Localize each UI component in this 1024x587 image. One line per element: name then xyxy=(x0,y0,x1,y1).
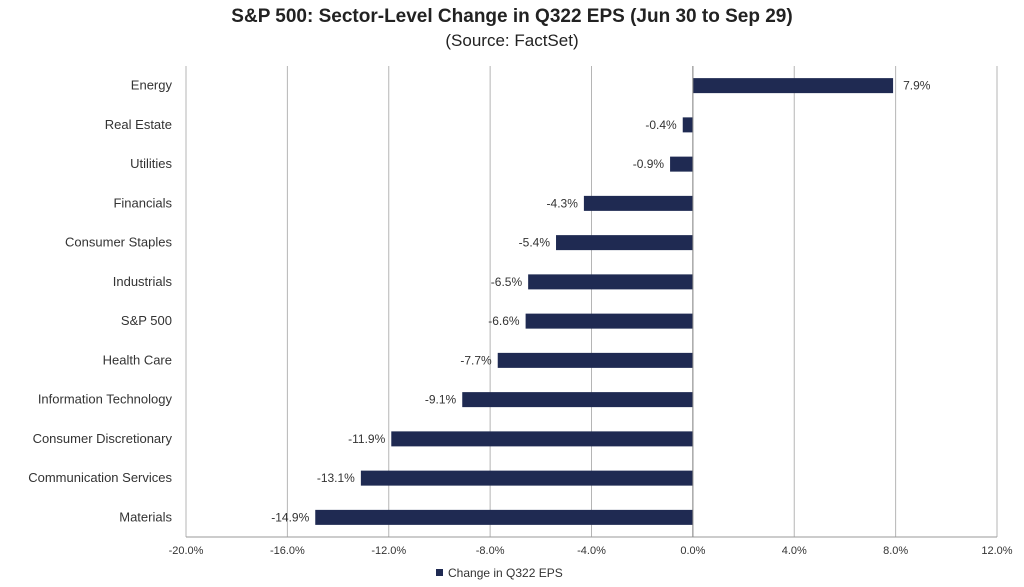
category-label: S&P 500 xyxy=(121,313,172,328)
category-label: Utilities xyxy=(130,156,172,171)
bar xyxy=(528,274,693,290)
data-label: -9.1% xyxy=(425,393,457,407)
bar xyxy=(556,235,693,251)
category-label: Industrials xyxy=(113,274,173,289)
category-label: Financials xyxy=(113,195,172,210)
bar xyxy=(391,431,693,447)
data-label: 7.9% xyxy=(903,79,931,93)
data-label: -13.1% xyxy=(317,471,355,485)
data-label: -14.9% xyxy=(271,510,309,524)
x-tick-label: 12.0% xyxy=(981,545,1012,557)
category-label: Energy xyxy=(131,78,173,93)
category-label: Consumer Discretionary xyxy=(33,431,173,446)
data-label: -11.9% xyxy=(348,432,385,446)
category-label: Information Technology xyxy=(38,392,173,407)
bar xyxy=(583,195,693,211)
chart-subtitle: (Source: FactSet) xyxy=(445,31,579,50)
data-label: -0.4% xyxy=(645,118,677,132)
data-label: -0.9% xyxy=(633,157,665,171)
bar xyxy=(462,392,693,408)
x-tick-label: -8.0% xyxy=(476,545,505,557)
chart-title: S&P 500: Sector-Level Change in Q322 EPS… xyxy=(231,6,793,27)
category-label: Communication Services xyxy=(28,470,172,485)
data-label: -6.5% xyxy=(491,275,523,289)
bar xyxy=(525,313,693,329)
x-tick-label: -12.0% xyxy=(371,545,406,557)
x-tick-label: 4.0% xyxy=(782,545,807,557)
data-label: -7.7% xyxy=(460,353,492,367)
bar xyxy=(692,78,894,94)
x-tick-label: 0.0% xyxy=(680,545,705,557)
x-tick-label: -16.0% xyxy=(270,545,305,557)
bar xyxy=(682,117,693,133)
category-label: Consumer Staples xyxy=(65,235,172,250)
data-label: -5.4% xyxy=(519,236,551,250)
bar xyxy=(315,509,693,525)
bar xyxy=(360,470,693,486)
legend-label: Change in Q322 EPS xyxy=(448,566,563,580)
x-tick-label: 8.0% xyxy=(883,545,908,557)
legend-swatch xyxy=(436,569,443,576)
data-label: -6.6% xyxy=(488,314,520,328)
category-label: Health Care xyxy=(103,352,172,367)
data-label: -4.3% xyxy=(547,196,579,210)
x-tick-label: -4.0% xyxy=(577,545,606,557)
bar xyxy=(497,352,693,368)
category-label: Materials xyxy=(119,509,172,524)
bar xyxy=(670,156,693,172)
category-label: Real Estate xyxy=(105,117,172,132)
x-tick-label: -20.0% xyxy=(169,545,204,557)
